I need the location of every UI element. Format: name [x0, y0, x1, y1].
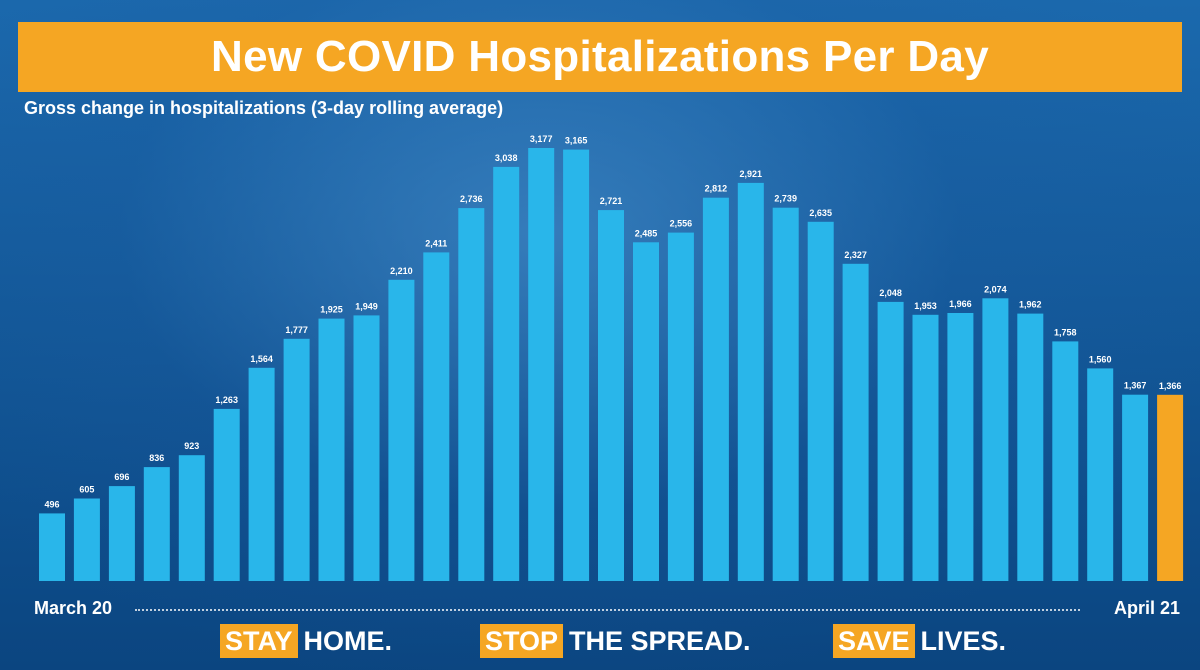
bar	[213, 408, 240, 581]
bar	[1122, 394, 1149, 581]
bar	[877, 301, 904, 581]
bar-value-label: 2,210	[390, 266, 413, 276]
bar-value-label: 1,953	[914, 301, 937, 311]
x-axis-end-label: April 21	[1113, 598, 1180, 618]
bar	[1052, 341, 1079, 581]
bar-value-label: 496	[44, 499, 59, 509]
bar	[1157, 394, 1184, 581]
bar	[178, 455, 205, 581]
bar-value-label: 2,411	[425, 238, 447, 248]
bar-value-label: 1,966	[949, 299, 972, 309]
bar	[772, 207, 799, 581]
bar-value-label: 1,949	[355, 301, 378, 311]
slogan-text: LIVES.	[920, 625, 1007, 656]
x-axis-dotted-line	[135, 609, 1080, 611]
bar-value-label: 1,962	[1019, 300, 1042, 310]
bar-value-label: 1,925	[320, 305, 343, 315]
bar	[633, 242, 659, 582]
bar-value-label: 3,165	[565, 136, 588, 146]
bar-value-label: 2,739	[774, 194, 797, 204]
bar-value-label: 2,327	[844, 250, 867, 260]
bar	[982, 298, 1009, 581]
slogan-highlight: STOP	[480, 624, 564, 658]
slogan-stay-home: STAY HOME.	[220, 622, 392, 660]
bar	[248, 367, 275, 581]
bar	[737, 182, 764, 581]
bar-value-label: 1,560	[1089, 354, 1112, 364]
bar	[1017, 313, 1044, 581]
bar-value-label: 1,367	[1124, 381, 1147, 391]
bar	[108, 486, 135, 581]
bar-value-label: 2,921	[740, 169, 763, 179]
bar	[807, 221, 834, 582]
bar	[423, 252, 450, 581]
bar	[912, 314, 939, 581]
bar-value-label: 1,564	[250, 354, 273, 364]
bar	[73, 498, 100, 581]
bar	[388, 279, 415, 581]
bar	[318, 318, 345, 581]
bar-value-label: 2,736	[460, 194, 483, 204]
bar-value-label: 1,777	[285, 325, 308, 335]
bar	[493, 166, 520, 581]
bar	[563, 149, 590, 581]
bar-value-label: 2,074	[984, 284, 1007, 294]
bar-value-label: 3,177	[530, 134, 553, 144]
slogan-stop-spread: STOP THE SPREAD.	[480, 622, 751, 660]
slogan-text: THE SPREAD.	[569, 625, 751, 656]
bar-value-label: 836	[149, 453, 164, 463]
bar	[283, 338, 310, 581]
bar-value-label: 1,366	[1159, 381, 1182, 391]
x-axis-start-label: March 20	[34, 598, 113, 618]
bar-value-label: 1,758	[1054, 327, 1077, 337]
bar	[143, 467, 170, 581]
slogan-save-lives: SAVE LIVES.	[833, 622, 1006, 660]
bar	[528, 148, 555, 581]
bar-value-label: 2,485	[635, 228, 658, 238]
slogan-highlight: STAY	[220, 624, 298, 658]
bar	[1087, 368, 1114, 581]
bar	[458, 208, 485, 581]
bar-value-label: 1,263	[215, 395, 238, 405]
title-banner: New COVID Hospitalizations Per Day	[18, 22, 1182, 92]
bar-value-label: 696	[114, 472, 129, 482]
bar	[353, 315, 380, 581]
slogan-highlight: SAVE	[833, 624, 915, 658]
slogan-row: STAY HOME. STOP THE SPREAD. SAVE LIVES.	[0, 622, 1200, 660]
bar-value-label: 605	[79, 485, 94, 495]
bar-value-label: 2,556	[670, 219, 693, 229]
bar-value-label: 2,048	[879, 288, 902, 298]
bar-value-label: 2,721	[600, 196, 623, 206]
slogan-text: HOME.	[303, 625, 393, 656]
bar	[598, 210, 624, 581]
bar	[39, 513, 65, 581]
bar	[667, 232, 694, 581]
bar-value-label: 923	[184, 441, 199, 451]
chart-title: New COVID Hospitalizations Per Day	[211, 32, 989, 81]
bar-value-label: 3,038	[495, 153, 518, 163]
bar	[702, 197, 729, 581]
bar-value-label: 2,635	[809, 208, 832, 218]
chart-subtitle: Gross change in hospitalizations (3-day …	[24, 98, 504, 118]
bar	[947, 313, 974, 581]
bar	[842, 263, 869, 581]
bar-value-label: 2,812	[705, 184, 728, 194]
